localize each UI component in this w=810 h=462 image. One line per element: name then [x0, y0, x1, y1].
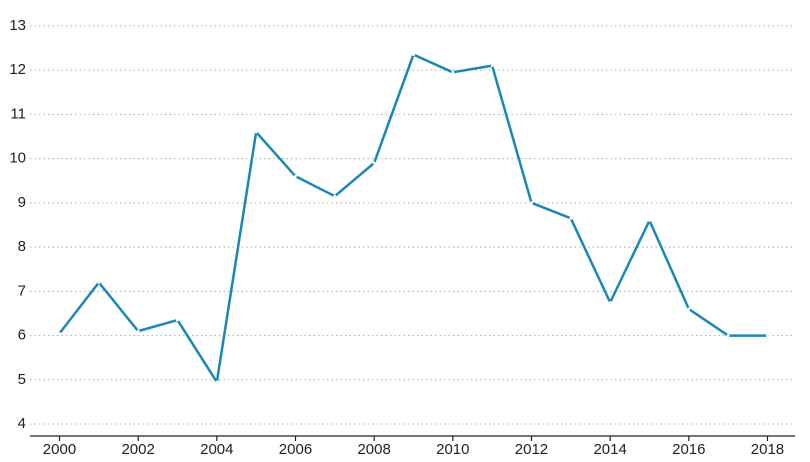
point	[687, 307, 691, 311]
y-tick-label: 8	[18, 238, 26, 255]
x-tick-label: 2014	[593, 441, 626, 458]
y-tick-label: 4	[18, 415, 26, 432]
point	[451, 70, 455, 74]
x-tick-label: 2012	[515, 441, 548, 458]
point	[766, 334, 769, 337]
point	[294, 174, 297, 178]
x-tick-label: 2010	[436, 441, 469, 458]
x-tick-label: 2004	[200, 441, 233, 458]
point	[372, 161, 376, 165]
point	[490, 64, 494, 68]
x-tick-label: 2002	[121, 441, 154, 458]
y-tick-label: 9	[18, 194, 26, 211]
point	[215, 380, 219, 384]
y-tick-label: 11	[10, 105, 26, 122]
x-tick-label: 2018	[751, 441, 784, 458]
x-tick-label: 2006	[279, 441, 312, 458]
y-tick-label: 7	[18, 282, 26, 299]
y-tick-label: 6	[18, 327, 26, 344]
y-tick-label: 10	[9, 150, 26, 167]
x-tick-label: 2000	[43, 441, 76, 458]
point	[530, 201, 533, 205]
y-tick-label: 13	[9, 17, 26, 34]
point	[58, 331, 61, 335]
point	[412, 53, 415, 57]
point	[176, 318, 179, 322]
point	[569, 216, 573, 220]
point	[97, 281, 101, 284]
point	[254, 130, 258, 134]
x-tick-label: 2016	[672, 441, 705, 458]
y-tick-label: 5	[18, 371, 26, 388]
point	[608, 300, 612, 304]
line	[58, 53, 768, 384]
point	[726, 334, 730, 337]
point	[648, 219, 651, 222]
point	[136, 329, 140, 333]
point	[333, 194, 337, 198]
x-tick-label: 2008	[357, 441, 390, 458]
y-tick-label: 12	[9, 61, 26, 78]
